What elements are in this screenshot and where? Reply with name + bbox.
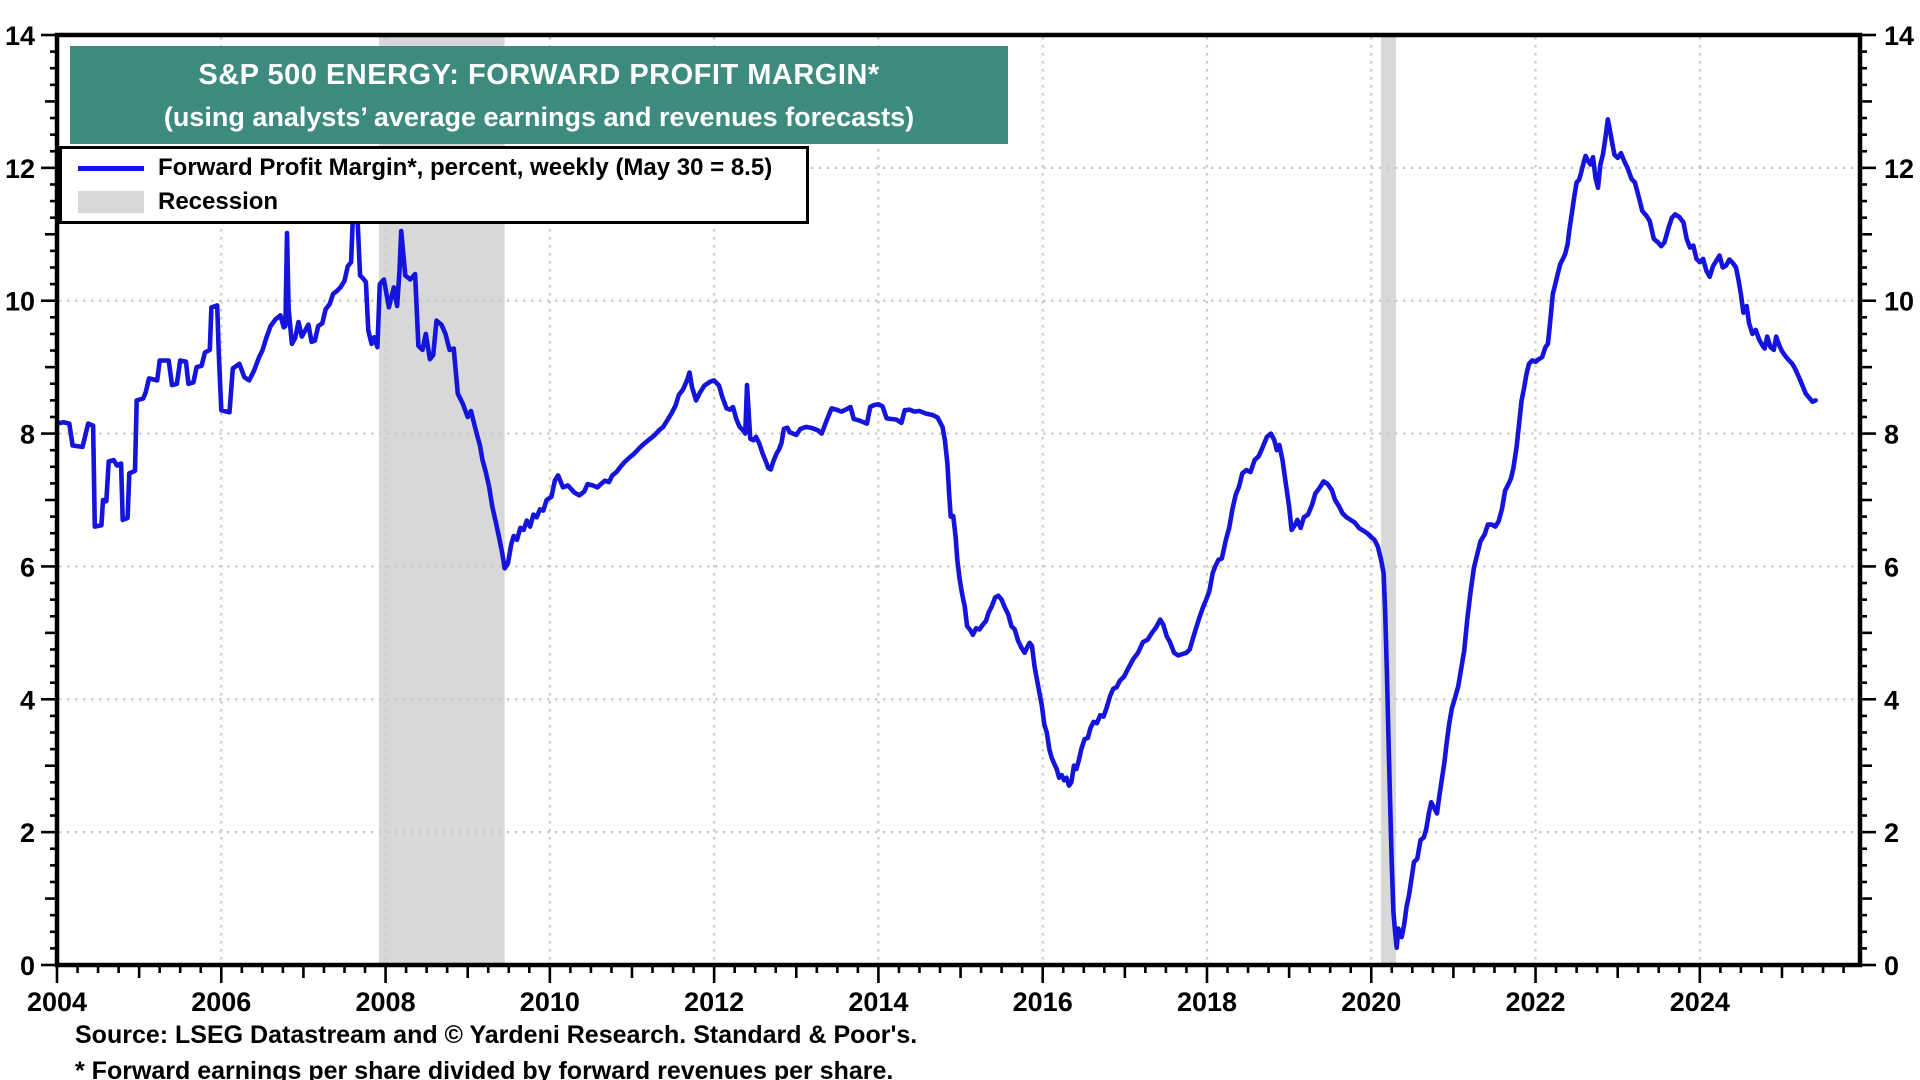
- x-axis-label: 2018: [1177, 987, 1237, 1017]
- y-axis-label: 10: [5, 287, 35, 317]
- source-text: Source: LSEG Datastream and © Yardeni Re…: [75, 1021, 918, 1049]
- y-axis-label: 2: [20, 818, 35, 848]
- x-axis-label: 2006: [191, 987, 251, 1017]
- y-axis-label-right: 14: [1884, 21, 1914, 51]
- y-axis-label: 0: [20, 951, 35, 981]
- y-axis-label-right: 10: [1884, 287, 1914, 317]
- legend: Forward Profit Margin*, percent, weekly …: [59, 146, 809, 224]
- y-axis-label: 12: [5, 154, 35, 184]
- y-axis-label-right: 2: [1884, 818, 1899, 848]
- y-axis-label: 4: [20, 685, 35, 715]
- y-axis-label-right: 0: [1884, 951, 1899, 981]
- recession-band: [1381, 37, 1396, 963]
- x-axis-label: 2020: [1341, 987, 1401, 1017]
- x-axis-label: 2008: [356, 987, 416, 1017]
- x-axis-label: 2012: [684, 987, 744, 1017]
- recession-swatch: [78, 191, 144, 213]
- legend-row-series: Forward Profit Margin*, percent, weekly …: [72, 151, 796, 185]
- y-axis-label-right: 6: [1884, 552, 1899, 582]
- x-axis-label: 2004: [27, 987, 87, 1017]
- x-axis-label: 2024: [1670, 987, 1730, 1017]
- chart-title-box: S&P 500 ENERGY: FORWARD PROFIT MARGIN* (…: [70, 46, 1008, 144]
- x-axis-label: 2022: [1506, 987, 1566, 1017]
- x-axis-label: 2014: [848, 987, 908, 1017]
- x-axis-label: 2016: [1013, 987, 1073, 1017]
- y-axis-label: 6: [20, 552, 35, 582]
- recession-label: Recession: [158, 188, 279, 215]
- profit-margin-line: [58, 117, 1818, 951]
- legend-row-recession: Recession: [72, 185, 796, 219]
- plot-frame: [54, 32, 1863, 968]
- source-block: Source: LSEG Datastream and © Yardeni Re…: [75, 1017, 917, 1080]
- footnote-text: * Forward earnings per share divided by …: [75, 1057, 894, 1080]
- y-axis-label-right: 8: [1884, 420, 1899, 450]
- chart-title: S&P 500 ENERGY: FORWARD PROFIT MARGIN*: [198, 59, 880, 91]
- y-axis-label-right: 12: [1884, 154, 1914, 184]
- y-axis-label: 14: [5, 21, 35, 51]
- series-label: Forward Profit Margin*, percent, weekly …: [158, 154, 773, 181]
- chart-subtitle: (using analysts’ average earnings and re…: [163, 102, 915, 132]
- x-axis-label: 2010: [520, 987, 580, 1017]
- y-axis-label: 8: [20, 420, 35, 450]
- series-line-swatch: [78, 165, 144, 171]
- y-axis-label-right: 4: [1884, 685, 1899, 715]
